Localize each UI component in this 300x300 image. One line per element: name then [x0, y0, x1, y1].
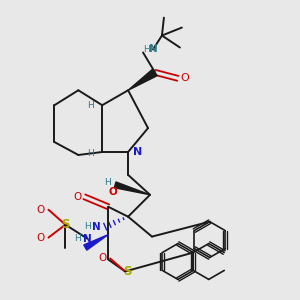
Text: H: H: [87, 101, 94, 110]
Text: N: N: [92, 222, 100, 232]
Text: N: N: [148, 44, 158, 55]
Text: H: H: [142, 45, 149, 54]
Text: H: H: [84, 222, 91, 231]
Text: S: S: [123, 265, 131, 278]
Text: H: H: [104, 178, 111, 187]
Polygon shape: [84, 235, 108, 250]
Text: O: O: [73, 192, 82, 202]
Text: O: O: [109, 187, 118, 197]
Polygon shape: [114, 182, 150, 195]
Text: H: H: [87, 149, 94, 158]
Text: O: O: [36, 232, 45, 243]
Text: O: O: [98, 254, 106, 263]
Text: H: H: [74, 234, 81, 243]
Text: O: O: [36, 205, 45, 215]
Polygon shape: [128, 69, 157, 90]
Text: N: N: [134, 147, 143, 157]
Text: N: N: [83, 234, 92, 244]
Text: O: O: [181, 73, 189, 83]
Text: S: S: [61, 218, 70, 231]
